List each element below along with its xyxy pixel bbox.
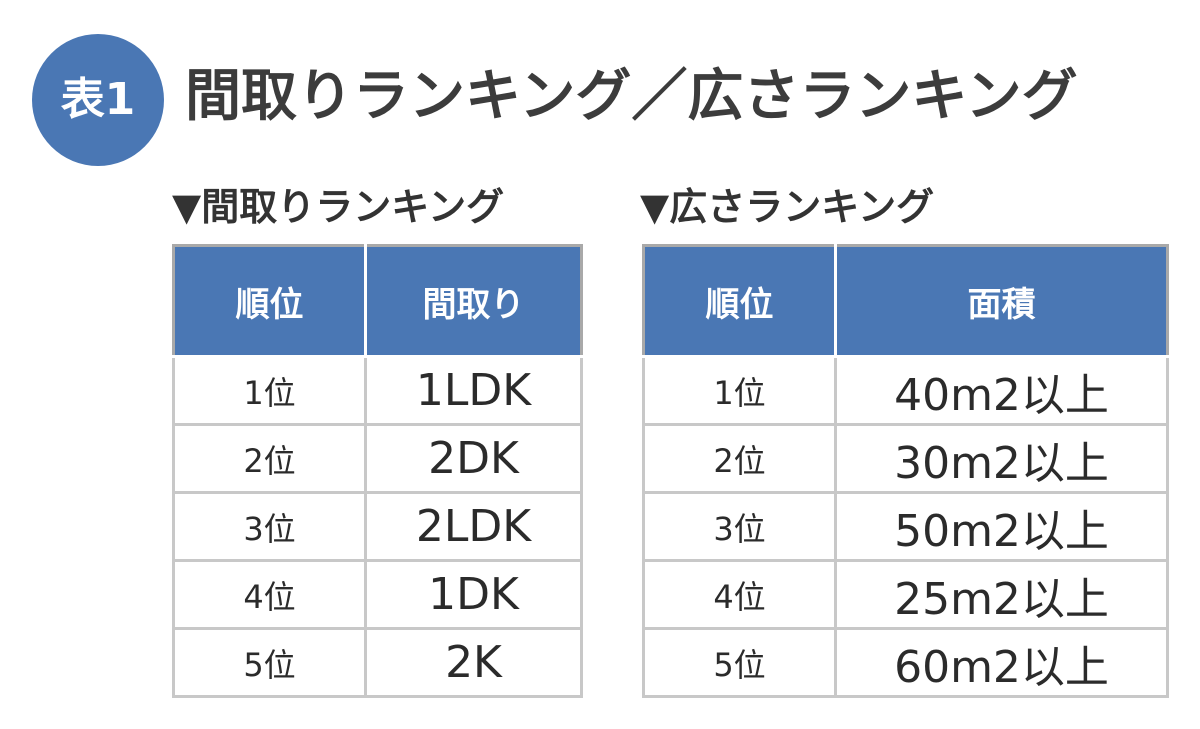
layout-cell: 2LDK xyxy=(364,491,583,562)
table-row: 3位 50m2以上 xyxy=(642,491,1169,562)
rank-cell: 5位 xyxy=(172,627,367,698)
rank-cell: 2位 xyxy=(642,423,837,494)
rank-cell: 3位 xyxy=(172,491,367,562)
column-header-rank: 順位 xyxy=(642,244,837,358)
rank-cell: 4位 xyxy=(642,559,837,630)
rank-cell: 4位 xyxy=(172,559,367,630)
area-cell: 60m2以上 xyxy=(834,627,1169,698)
area-cell: 50m2以上 xyxy=(834,491,1169,562)
area-ranking-heading: ▼広さランキング xyxy=(640,185,935,229)
area-ranking-table: 順位 面積 1位 40m2以上 2位 30m2以上 3位 50m2以上 4位 2… xyxy=(642,244,1169,698)
page-title: 間取りランキング／広さランキング xyxy=(185,64,1078,129)
table-row: 2位 2DK xyxy=(172,423,583,494)
rank-cell: 5位 xyxy=(642,627,837,698)
table-row: 1位 40m2以上 xyxy=(642,355,1169,426)
rank-cell: 3位 xyxy=(642,491,837,562)
area-cell: 30m2以上 xyxy=(834,423,1169,494)
layout-cell: 2K xyxy=(364,627,583,698)
layout-ranking-heading: ▼間取りランキング xyxy=(172,185,505,229)
table-row: 2位 30m2以上 xyxy=(642,423,1169,494)
area-cell: 25m2以上 xyxy=(834,559,1169,630)
rank-cell: 1位 xyxy=(642,355,837,426)
table-row: 3位 2LDK xyxy=(172,491,583,562)
layout-cell: 1LDK xyxy=(364,355,583,426)
table-row: 4位 25m2以上 xyxy=(642,559,1169,630)
table-row: 5位 60m2以上 xyxy=(642,627,1169,698)
area-cell: 40m2以上 xyxy=(834,355,1169,426)
table-row: 4位 1DK xyxy=(172,559,583,630)
table-number-badge: 表1 xyxy=(32,34,164,166)
column-header-layout: 間取り xyxy=(364,244,583,358)
table-row: 5位 2K xyxy=(172,627,583,698)
table-header-row: 順位 面積 xyxy=(642,244,1169,358)
column-header-rank: 順位 xyxy=(172,244,367,358)
layout-cell: 2DK xyxy=(364,423,583,494)
rank-cell: 1位 xyxy=(172,355,367,426)
layout-ranking-table: 順位 間取り 1位 1LDK 2位 2DK 3位 2LDK 4位 1DK 5位 … xyxy=(172,244,583,698)
layout-cell: 1DK xyxy=(364,559,583,630)
table-header-row: 順位 間取り xyxy=(172,244,583,358)
column-header-area: 面積 xyxy=(834,244,1169,358)
rank-cell: 2位 xyxy=(172,423,367,494)
table-row: 1位 1LDK xyxy=(172,355,583,426)
